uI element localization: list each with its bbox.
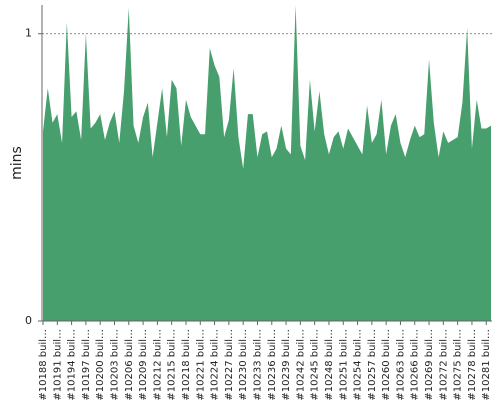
x-tick-label: #10251 buil… [338,329,349,400]
x-tick-label: #10269 buil… [424,329,435,400]
x-tick-label: #10275 buil… [453,329,464,400]
x-tick-label: #10272 buil… [438,329,449,400]
x-tick-label: #10218 buil… [181,329,192,400]
x-tick-label: #10254 buil… [353,329,364,400]
x-tick-label: #10206 buil… [124,329,135,400]
x-tick-label: #10278 buil… [467,329,478,400]
area [43,5,491,321]
y-axis-label: mins [9,146,25,180]
x-tick-label: #10260 buil… [381,329,392,400]
x-tick-label: #10281 buil… [481,329,492,400]
x-tick-label: #10209 buil… [138,329,149,400]
x-tick-label: #10257 buil… [367,329,378,400]
x-tick-label: #10263 buil… [395,329,406,400]
x-tick-label: #10197 buil… [81,329,92,400]
x-tick-label: #10224 buil… [210,329,221,400]
x-tick-label: #10191 buil… [52,329,63,400]
y-tick-label: 0 [25,314,32,327]
x-tick-label: #10239 buil… [281,329,292,400]
x-tick-label: #10230 buil… [238,329,249,400]
x-tick-label: #10227 buil… [224,329,235,400]
x-tick-label: #10200 buil… [95,329,106,400]
y-tick-label: 1 [25,27,32,40]
x-tick-label: #10188 buil… [38,329,49,400]
x-tick-label: #10215 buil… [167,329,178,400]
x-tick-label: #10248 buil… [324,329,335,400]
x-tick-label: #10221 buil… [195,329,206,400]
x-tick-label: #10266 buil… [410,329,421,400]
x-tick-label: #10212 buil… [152,329,163,400]
x-tick-label: #10203 buil… [109,329,120,400]
x-tick-label: #10233 buil… [252,329,263,400]
x-tick-label: #10194 buil… [67,329,78,400]
x-tick-label: #10245 buil… [310,329,321,400]
x-tick-label: #10242 buil… [295,329,306,400]
x-tick-label: #10236 buil… [267,329,278,400]
